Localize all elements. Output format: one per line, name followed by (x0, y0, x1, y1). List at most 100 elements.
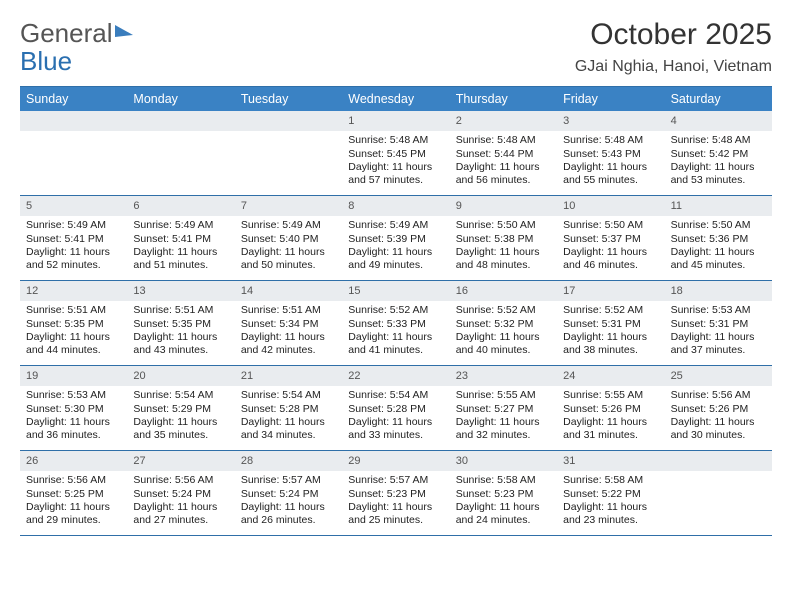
calendar-cell: 29Sunrise: 5:57 AMSunset: 5:23 PMDayligh… (342, 451, 449, 535)
day-number: 3 (557, 111, 664, 131)
calendar: SundayMondayTuesdayWednesdayThursdayFrid… (20, 86, 772, 536)
logo-text-general: General (20, 18, 113, 49)
daylight-text: Daylight: 11 hours and 31 minutes. (563, 416, 658, 443)
day-body: Sunrise: 5:53 AMSunset: 5:31 PMDaylight:… (665, 301, 772, 362)
sunrise-text: Sunrise: 5:50 AM (671, 219, 766, 232)
sunrise-text: Sunrise: 5:52 AM (563, 304, 658, 317)
calendar-cell: 19Sunrise: 5:53 AMSunset: 5:30 PMDayligh… (20, 366, 127, 450)
logo-text-blue: Blue (20, 46, 72, 77)
calendar-cell: 14Sunrise: 5:51 AMSunset: 5:34 PMDayligh… (235, 281, 342, 365)
sunset-text: Sunset: 5:43 PM (563, 148, 658, 161)
day-number: 14 (235, 281, 342, 301)
sunset-text: Sunset: 5:23 PM (348, 488, 443, 501)
day-number: 7 (235, 196, 342, 216)
daylight-text: Daylight: 11 hours and 34 minutes. (241, 416, 336, 443)
sunset-text: Sunset: 5:32 PM (456, 318, 551, 331)
sunrise-text: Sunrise: 5:55 AM (563, 389, 658, 402)
sunset-text: Sunset: 5:45 PM (348, 148, 443, 161)
location-text: GJai Nghia, Hanoi, Vietnam (575, 58, 772, 76)
sunrise-text: Sunrise: 5:49 AM (348, 219, 443, 232)
calendar-cell: 8Sunrise: 5:49 AMSunset: 5:39 PMDaylight… (342, 196, 449, 280)
daylight-text: Daylight: 11 hours and 53 minutes. (671, 161, 766, 188)
sunset-text: Sunset: 5:31 PM (671, 318, 766, 331)
daylight-text: Daylight: 11 hours and 26 minutes. (241, 501, 336, 528)
calendar-cell: 22Sunrise: 5:54 AMSunset: 5:28 PMDayligh… (342, 366, 449, 450)
daylight-text: Daylight: 11 hours and 41 minutes. (348, 331, 443, 358)
calendar-cell: 15Sunrise: 5:52 AMSunset: 5:33 PMDayligh… (342, 281, 449, 365)
daylight-text: Daylight: 11 hours and 24 minutes. (456, 501, 551, 528)
sunset-text: Sunset: 5:38 PM (456, 233, 551, 246)
daylight-text: Daylight: 11 hours and 49 minutes. (348, 246, 443, 273)
day-number: 18 (665, 281, 772, 301)
sunrise-text: Sunrise: 5:51 AM (241, 304, 336, 317)
sunrise-text: Sunrise: 5:48 AM (456, 134, 551, 147)
sunrise-text: Sunrise: 5:54 AM (348, 389, 443, 402)
sunrise-text: Sunrise: 5:53 AM (671, 304, 766, 317)
sunrise-text: Sunrise: 5:53 AM (26, 389, 121, 402)
day-number: 9 (450, 196, 557, 216)
calendar-cell: 25Sunrise: 5:56 AMSunset: 5:26 PMDayligh… (665, 366, 772, 450)
calendar-cell: 10Sunrise: 5:50 AMSunset: 5:37 PMDayligh… (557, 196, 664, 280)
logo: General (20, 18, 133, 49)
day-number: 13 (127, 281, 234, 301)
daylight-text: Daylight: 11 hours and 44 minutes. (26, 331, 121, 358)
daylight-text: Daylight: 11 hours and 48 minutes. (456, 246, 551, 273)
day-body: Sunrise: 5:56 AMSunset: 5:25 PMDaylight:… (20, 471, 127, 532)
sunrise-text: Sunrise: 5:58 AM (563, 474, 658, 487)
sunrise-text: Sunrise: 5:49 AM (26, 219, 121, 232)
calendar-cell: 6Sunrise: 5:49 AMSunset: 5:41 PMDaylight… (127, 196, 234, 280)
calendar-cell: 18Sunrise: 5:53 AMSunset: 5:31 PMDayligh… (665, 281, 772, 365)
sunrise-text: Sunrise: 5:48 AM (563, 134, 658, 147)
sunset-text: Sunset: 5:33 PM (348, 318, 443, 331)
sunset-text: Sunset: 5:42 PM (671, 148, 766, 161)
sunrise-text: Sunrise: 5:54 AM (133, 389, 228, 402)
daylight-text: Daylight: 11 hours and 50 minutes. (241, 246, 336, 273)
day-body: Sunrise: 5:51 AMSunset: 5:34 PMDaylight:… (235, 301, 342, 362)
daylight-text: Daylight: 11 hours and 55 minutes. (563, 161, 658, 188)
day-number: 5 (20, 196, 127, 216)
day-body: Sunrise: 5:49 AMSunset: 5:40 PMDaylight:… (235, 216, 342, 277)
day-body: Sunrise: 5:58 AMSunset: 5:23 PMDaylight:… (450, 471, 557, 532)
day-number (235, 111, 342, 131)
sunset-text: Sunset: 5:28 PM (348, 403, 443, 416)
calendar-cell: 20Sunrise: 5:54 AMSunset: 5:29 PMDayligh… (127, 366, 234, 450)
sunset-text: Sunset: 5:22 PM (563, 488, 658, 501)
calendar-cell-empty (127, 111, 234, 195)
day-body: Sunrise: 5:57 AMSunset: 5:24 PMDaylight:… (235, 471, 342, 532)
day-header-row: SundayMondayTuesdayWednesdayThursdayFrid… (20, 87, 772, 111)
sunset-text: Sunset: 5:41 PM (133, 233, 228, 246)
day-body: Sunrise: 5:51 AMSunset: 5:35 PMDaylight:… (127, 301, 234, 362)
daylight-text: Daylight: 11 hours and 40 minutes. (456, 331, 551, 358)
header: General October 2025 GJai Nghia, Hanoi, … (20, 18, 772, 76)
day-body: Sunrise: 5:54 AMSunset: 5:29 PMDaylight:… (127, 386, 234, 447)
calendar-cell: 23Sunrise: 5:55 AMSunset: 5:27 PMDayligh… (450, 366, 557, 450)
logo-sail-icon (115, 25, 133, 37)
day-number: 20 (127, 366, 234, 386)
day-body: Sunrise: 5:55 AMSunset: 5:27 PMDaylight:… (450, 386, 557, 447)
sunrise-text: Sunrise: 5:49 AM (133, 219, 228, 232)
sunset-text: Sunset: 5:26 PM (563, 403, 658, 416)
daylight-text: Daylight: 11 hours and 42 minutes. (241, 331, 336, 358)
sunrise-text: Sunrise: 5:54 AM (241, 389, 336, 402)
day-body: Sunrise: 5:48 AMSunset: 5:42 PMDaylight:… (665, 131, 772, 192)
day-header: Tuesday (235, 87, 342, 111)
calendar-cell-empty (20, 111, 127, 195)
daylight-text: Daylight: 11 hours and 25 minutes. (348, 501, 443, 528)
daylight-text: Daylight: 11 hours and 56 minutes. (456, 161, 551, 188)
sunset-text: Sunset: 5:44 PM (456, 148, 551, 161)
day-body: Sunrise: 5:56 AMSunset: 5:24 PMDaylight:… (127, 471, 234, 532)
daylight-text: Daylight: 11 hours and 57 minutes. (348, 161, 443, 188)
calendar-cell: 28Sunrise: 5:57 AMSunset: 5:24 PMDayligh… (235, 451, 342, 535)
sunrise-text: Sunrise: 5:50 AM (563, 219, 658, 232)
sunset-text: Sunset: 5:29 PM (133, 403, 228, 416)
sunrise-text: Sunrise: 5:51 AM (26, 304, 121, 317)
sunset-text: Sunset: 5:35 PM (133, 318, 228, 331)
day-body: Sunrise: 5:49 AMSunset: 5:41 PMDaylight:… (127, 216, 234, 277)
sunset-text: Sunset: 5:40 PM (241, 233, 336, 246)
day-body: Sunrise: 5:52 AMSunset: 5:33 PMDaylight:… (342, 301, 449, 362)
day-body: Sunrise: 5:49 AMSunset: 5:41 PMDaylight:… (20, 216, 127, 277)
sunrise-text: Sunrise: 5:51 AM (133, 304, 228, 317)
sunrise-text: Sunrise: 5:57 AM (348, 474, 443, 487)
sunrise-text: Sunrise: 5:56 AM (26, 474, 121, 487)
calendar-cell: 9Sunrise: 5:50 AMSunset: 5:38 PMDaylight… (450, 196, 557, 280)
